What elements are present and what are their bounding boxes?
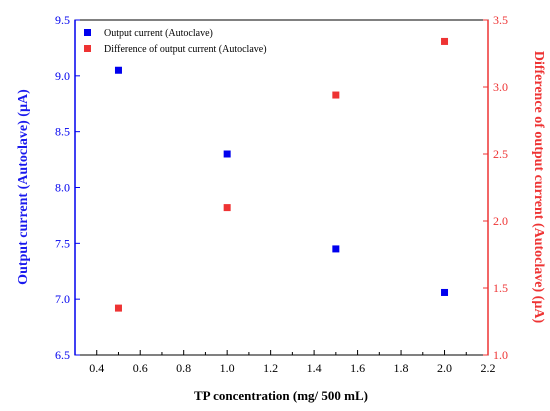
right-y-tick-label: 1.0 xyxy=(493,348,508,362)
x-tick-label: 1.6 xyxy=(350,361,365,375)
point-output-current xyxy=(114,66,122,74)
right-y-axis: 1.0 1.5 2.0 2.5 3.0 3.5 xyxy=(483,13,508,362)
x-tick-label: 2.0 xyxy=(437,361,452,375)
x-tick-label: 2.2 xyxy=(481,361,496,375)
left-y-axis: 6.5 7.0 7.5 8.0 8.5 9.0 9.5 xyxy=(55,13,80,362)
point-difference-output-current xyxy=(332,91,340,99)
x-tick-label: 1.2 xyxy=(263,361,278,375)
point-difference-output-current xyxy=(441,37,449,45)
legend-marker-output-current xyxy=(84,29,91,36)
x-tick-label: 1.0 xyxy=(220,361,235,375)
x-tick-label: 1.8 xyxy=(394,361,409,375)
left-y-tick-label: 8.5 xyxy=(55,125,70,139)
right-y-tick-label: 2.5 xyxy=(493,147,508,161)
x-tick-label: 1.4 xyxy=(307,361,322,375)
right-y-axis-label: Difference of output current (Autoclave)… xyxy=(531,51,546,324)
left-y-tick-label: 7.5 xyxy=(55,236,70,250)
x-tick-label: 0.8 xyxy=(176,361,191,375)
left-y-tick-label: 6.5 xyxy=(55,348,70,362)
point-output-current xyxy=(223,150,231,158)
point-difference-output-current xyxy=(114,304,122,312)
point-output-current xyxy=(332,245,340,253)
x-axis-label: TP concentration (mg/ 500 mL) xyxy=(194,388,368,403)
x-axis: 0.4 0.6 0.8 1.0 1.2 1.4 1.6 1.8 2.0 2.2 xyxy=(74,350,496,375)
legend-label-output-current: Output current (Autoclave) xyxy=(104,28,213,39)
point-difference-output-current xyxy=(223,204,231,212)
right-y-tick-label: 3.0 xyxy=(493,80,508,94)
legend: Output current (Autoclave) Difference of… xyxy=(84,28,267,55)
legend-marker-difference-output-current xyxy=(84,45,91,52)
left-y-tick-label: 9.5 xyxy=(55,13,70,27)
x-tick-label: 0.4 xyxy=(89,361,104,375)
legend-label-difference-output-current: Difference of output current (Autoclave) xyxy=(104,44,267,55)
data-points xyxy=(114,37,449,312)
right-y-tick-label: 1.5 xyxy=(493,281,508,295)
plot-frame xyxy=(74,19,489,356)
left-y-tick-label: 7.0 xyxy=(55,292,70,306)
left-y-tick-label: 9.0 xyxy=(55,69,70,83)
point-output-current xyxy=(441,288,449,296)
x-tick-label: 0.6 xyxy=(133,361,148,375)
left-y-axis-label: Output current (Autoclave) (µA) xyxy=(16,89,31,285)
right-y-tick-label: 2.0 xyxy=(493,214,508,228)
right-y-tick-label: 3.5 xyxy=(493,13,508,27)
left-y-tick-label: 8.0 xyxy=(55,181,70,195)
